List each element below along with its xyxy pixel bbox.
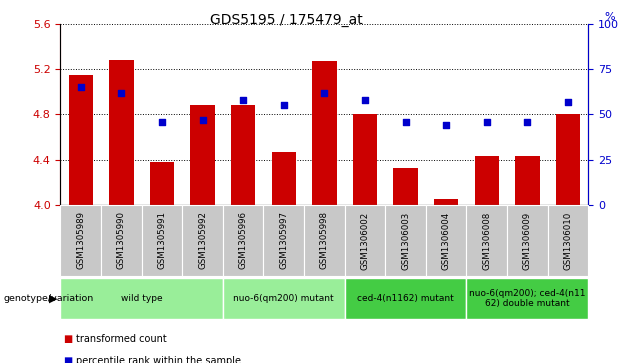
Point <box>401 119 411 125</box>
Text: GSM1305989: GSM1305989 <box>76 212 85 269</box>
Text: GSM1305998: GSM1305998 <box>320 212 329 269</box>
Bar <box>101 205 142 276</box>
Point <box>319 90 329 95</box>
Text: GSM1306010: GSM1306010 <box>563 211 572 270</box>
Text: GSM1306008: GSM1306008 <box>482 211 491 270</box>
Bar <box>353 114 377 205</box>
Bar <box>394 168 418 205</box>
Bar <box>142 205 183 276</box>
Bar <box>515 156 539 205</box>
Point <box>279 102 289 108</box>
Point <box>360 97 370 103</box>
Bar <box>304 205 345 276</box>
Bar <box>183 205 223 276</box>
Bar <box>60 205 101 276</box>
Text: GDS5195 / 175479_at: GDS5195 / 175479_at <box>210 13 363 27</box>
Bar <box>149 162 174 205</box>
Text: GSM1305991: GSM1305991 <box>158 212 167 269</box>
Bar <box>223 278 345 319</box>
Bar <box>466 278 588 319</box>
Text: GSM1306002: GSM1306002 <box>361 211 370 270</box>
Bar <box>345 278 466 319</box>
Text: GSM1306004: GSM1306004 <box>441 211 451 270</box>
Bar <box>190 105 215 205</box>
Text: wild type: wild type <box>121 294 162 303</box>
Bar <box>60 278 223 319</box>
Bar <box>272 152 296 205</box>
Text: nuo-6(qm200); ced-4(n11
62) double mutant: nuo-6(qm200); ced-4(n11 62) double mutan… <box>469 289 586 308</box>
Text: nuo-6(qm200) mutant: nuo-6(qm200) mutant <box>233 294 334 303</box>
Text: GSM1305996: GSM1305996 <box>238 212 247 269</box>
Text: genotype/variation: genotype/variation <box>3 294 93 303</box>
Text: ced-4(n1162) mutant: ced-4(n1162) mutant <box>357 294 454 303</box>
Point <box>441 122 452 128</box>
Bar <box>223 205 263 276</box>
Text: GSM1305992: GSM1305992 <box>198 212 207 269</box>
Point <box>481 119 492 125</box>
Point <box>157 119 167 125</box>
Bar <box>434 199 459 205</box>
Point <box>522 119 532 125</box>
Bar <box>548 205 588 276</box>
Bar <box>109 60 134 205</box>
Point <box>76 84 86 90</box>
Bar <box>231 105 255 205</box>
Point <box>563 99 573 105</box>
Text: transformed count: transformed count <box>76 334 167 344</box>
Text: GSM1306003: GSM1306003 <box>401 211 410 270</box>
Text: %: % <box>604 12 614 22</box>
Bar <box>507 205 548 276</box>
Bar <box>345 205 385 276</box>
Text: GSM1306009: GSM1306009 <box>523 211 532 270</box>
Point <box>116 90 127 95</box>
Point <box>238 97 248 103</box>
Bar <box>466 205 507 276</box>
Bar <box>312 61 336 205</box>
Text: GSM1305990: GSM1305990 <box>117 212 126 269</box>
Text: ■: ■ <box>64 356 73 363</box>
Bar <box>69 75 93 205</box>
Text: GSM1305997: GSM1305997 <box>279 212 288 269</box>
Text: ▶: ▶ <box>49 294 57 303</box>
Bar <box>385 205 426 276</box>
Bar <box>426 205 466 276</box>
Text: ■: ■ <box>64 334 73 344</box>
Text: percentile rank within the sample: percentile rank within the sample <box>76 356 241 363</box>
Bar <box>263 205 304 276</box>
Point <box>197 117 207 123</box>
Bar <box>474 156 499 205</box>
Bar <box>556 114 580 205</box>
